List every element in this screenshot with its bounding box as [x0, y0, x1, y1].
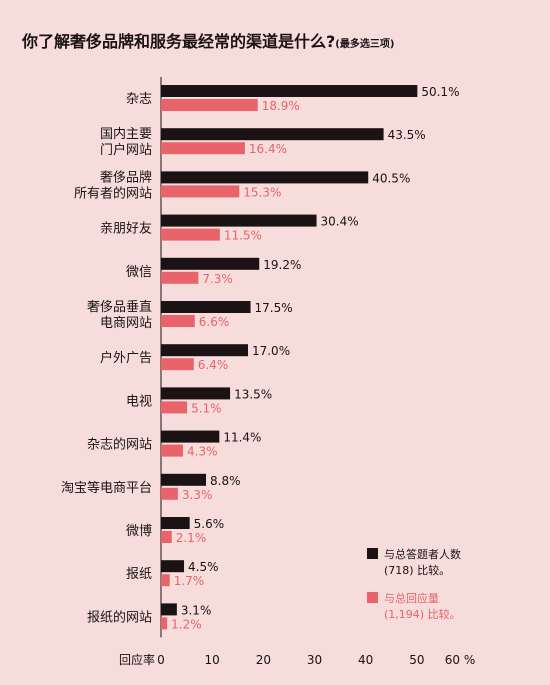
responses-bar [161, 401, 188, 414]
respondents-value-label: 11.4% [223, 431, 261, 445]
responses-value-label: 18.9% [262, 99, 300, 113]
responses-bar [161, 531, 172, 543]
category-label: 杂志 [126, 92, 152, 107]
responses-bar [161, 487, 178, 500]
category-label: 微博 [126, 524, 152, 539]
chart-title-text: 你了解奢侈品牌和服务最经常的渠道是什么? [22, 32, 336, 51]
respondents-value-label: 17.0% [252, 344, 290, 358]
responses-bar [161, 315, 195, 327]
respondents-bar [161, 517, 190, 529]
chart-title-note: (最多选三项) [335, 39, 395, 50]
responses-bar [161, 142, 245, 155]
responses-value-label: 3.3% [182, 488, 213, 502]
x-tick-label: 30 [307, 653, 322, 667]
category-label: 微信 [126, 265, 152, 280]
responses-bar [161, 444, 184, 457]
respondents-value-label: 43.5% [388, 128, 426, 142]
responses-value-label: 2.1% [176, 531, 207, 545]
chart-title: 你了解奢侈品牌和服务最经常的渠道是什么?(最多选三项) [22, 28, 542, 52]
respondents-bar [161, 430, 220, 443]
responses-value-label: 5.1% [191, 401, 222, 415]
category-label: 杂志的网站 [87, 437, 152, 453]
responses-value-label: 15.3% [243, 185, 281, 199]
responses-value-label: 1.2% [171, 617, 202, 631]
legend-label-responses: (1,194) 比较。 [384, 607, 461, 621]
x-tick-label: 60 % [445, 653, 476, 667]
category-label: 奢侈品垂直 [87, 300, 152, 315]
responses-value-label: 6.6% [199, 315, 230, 329]
responses-value-label: 4.3% [187, 445, 218, 459]
responses-bar [161, 574, 170, 587]
responses-bar [161, 228, 220, 241]
category-label: 电商网站 [100, 316, 152, 331]
responses-value-label: 6.4% [198, 358, 229, 372]
responses-bar [161, 185, 240, 198]
respondents-bar [161, 344, 248, 357]
respondents-value-label: 19.2% [263, 258, 301, 272]
respondents-bar [161, 387, 231, 400]
legend-label-respondents: 与总答题者人数 [384, 547, 461, 561]
legend-swatch-responses [367, 592, 378, 603]
respondents-bar [161, 257, 260, 270]
category-label: 门户网站 [100, 142, 152, 158]
respondents-value-label: 4.5% [188, 560, 219, 574]
category-label: 所有者的网站 [74, 185, 152, 201]
legend-label-responses: 与总回应量 [384, 591, 439, 605]
category-label: 国内主要 [100, 126, 152, 142]
responses-value-label: 16.4% [249, 142, 287, 156]
respondents-value-label: 13.5% [234, 387, 272, 401]
respondents-value-label: 50.1% [421, 85, 459, 99]
respondents-bar [161, 301, 251, 313]
category-label: 淘宝等电商平台 [61, 480, 152, 496]
x-tick-label: 50 [409, 653, 424, 667]
respondents-bar [161, 85, 418, 97]
category-label: 奢侈品牌 [100, 169, 152, 185]
respondents-value-label: 30.4% [321, 215, 359, 229]
respondents-bar [161, 214, 317, 227]
responses-bar [161, 617, 168, 630]
x-tick-label: 20 [256, 653, 271, 667]
category-label: 报纸 [126, 567, 152, 582]
respondents-bar [161, 128, 384, 141]
legend-label-respondents: (718) 比较。 [384, 563, 450, 577]
x-axis-label: 回应率 [119, 652, 155, 667]
responses-value-label: 1.7% [174, 574, 205, 588]
responses-bar [161, 99, 258, 111]
x-tick-label: 40 [358, 653, 373, 667]
category-label: 亲朋好友 [100, 221, 152, 237]
respondents-value-label: 5.6% [194, 517, 225, 531]
responses-value-label: 11.5% [224, 229, 262, 243]
responses-bar [161, 271, 199, 284]
category-label: 户外广告 [100, 350, 152, 366]
respondents-bar [161, 473, 207, 486]
legend-swatch-respondents [367, 548, 378, 559]
respondents-bar [161, 603, 177, 616]
x-tick-label: 0 [157, 653, 165, 667]
respondents-value-label: 17.5% [255, 301, 293, 315]
responses-bar [161, 358, 194, 371]
respondents-bar [161, 171, 369, 184]
category-label: 电视 [126, 394, 152, 409]
respondents-value-label: 8.8% [210, 474, 241, 488]
respondents-bar [161, 560, 185, 573]
responses-value-label: 7.3% [202, 272, 233, 286]
category-label: 报纸的网站 [87, 609, 152, 625]
x-tick-label: 10 [205, 653, 220, 667]
respondents-value-label: 40.5% [372, 171, 410, 185]
respondents-value-label: 3.1% [181, 603, 212, 617]
